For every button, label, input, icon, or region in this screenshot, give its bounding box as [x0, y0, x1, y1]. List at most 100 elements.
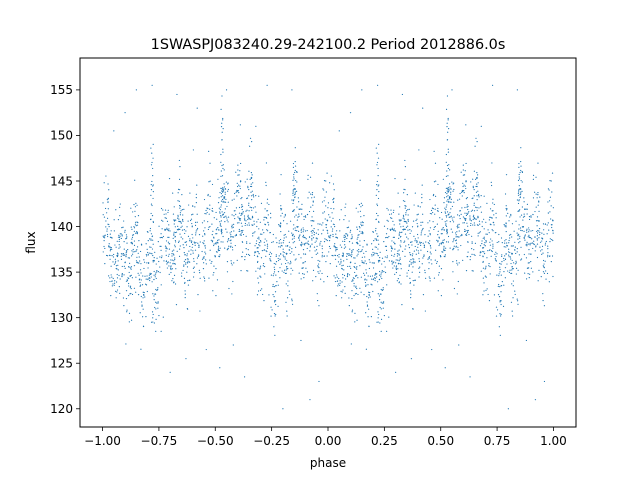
- data-point: [380, 276, 382, 278]
- data-point: [137, 215, 140, 217]
- data-point: [187, 235, 190, 238]
- data-point: [152, 185, 154, 187]
- data-point: [484, 275, 487, 277]
- data-point: [485, 267, 487, 269]
- data-point: [176, 93, 178, 96]
- data-point: [165, 250, 167, 252]
- data-point: [287, 262, 289, 264]
- data-point: [218, 197, 220, 199]
- data-point: [542, 271, 545, 273]
- data-point: [160, 245, 162, 247]
- data-point: [434, 195, 437, 197]
- data-point: [380, 301, 382, 303]
- data-point: [353, 282, 355, 285]
- data-point: [383, 302, 385, 304]
- data-point: [454, 232, 457, 234]
- data-point: [361, 260, 363, 262]
- data-point: [325, 224, 327, 226]
- data-point: [364, 279, 366, 281]
- data-point: [253, 232, 255, 234]
- data-point: [128, 257, 131, 259]
- data-point: [460, 235, 462, 237]
- data-point: [448, 164, 450, 166]
- data-point: [328, 214, 330, 216]
- data-point: [324, 218, 326, 220]
- data-point: [545, 270, 547, 272]
- data-point: [394, 273, 396, 275]
- data-point: [446, 125, 448, 128]
- data-point: [474, 254, 476, 257]
- data-point: [334, 254, 336, 256]
- data-point: [475, 177, 478, 179]
- data-point: [323, 200, 325, 202]
- y-tick-label: 150: [50, 129, 73, 143]
- data-point: [291, 251, 293, 253]
- data-point: [183, 252, 185, 254]
- data-point: [443, 229, 446, 231]
- data-point: [293, 224, 295, 226]
- data-point: [106, 254, 108, 257]
- data-point: [326, 255, 328, 257]
- data-point: [438, 236, 440, 238]
- data-point: [487, 293, 489, 296]
- data-point: [269, 258, 271, 260]
- data-point: [423, 245, 426, 247]
- data-point: [445, 161, 447, 163]
- data-point: [535, 246, 537, 248]
- data-point: [418, 149, 420, 151]
- data-point: [374, 274, 376, 276]
- data-point: [329, 235, 331, 237]
- data-point: [151, 253, 153, 255]
- data-point: [177, 216, 179, 218]
- data-point: [195, 193, 197, 195]
- data-point: [238, 184, 240, 186]
- data-point: [340, 258, 342, 260]
- data-point: [302, 253, 305, 255]
- data-point: [134, 206, 137, 208]
- data-point: [520, 258, 523, 260]
- data-point: [278, 224, 280, 226]
- data-point: [175, 219, 177, 221]
- data-point: [389, 229, 392, 232]
- data-point: [521, 206, 523, 208]
- data-point: [392, 220, 394, 222]
- data-point: [183, 265, 185, 267]
- data-point: [259, 221, 261, 223]
- data-point: [244, 222, 247, 225]
- data-point: [199, 277, 201, 279]
- data-point: [457, 249, 459, 251]
- data-point: [317, 266, 319, 268]
- data-point: [215, 295, 217, 297]
- data-point: [145, 316, 147, 318]
- data-point: [253, 220, 255, 222]
- data-point: [279, 225, 282, 227]
- data-point: [414, 245, 416, 248]
- data-point: [456, 262, 458, 264]
- data-point: [225, 89, 228, 91]
- data-point: [516, 89, 518, 91]
- data-point: [251, 199, 253, 201]
- data-point: [299, 208, 302, 210]
- data-point: [477, 232, 479, 234]
- data-point: [392, 211, 395, 214]
- data-point: [216, 233, 218, 235]
- data-point: [107, 201, 109, 203]
- data-point: [462, 190, 465, 192]
- data-point: [308, 243, 310, 246]
- data-point: [141, 304, 143, 306]
- data-point: [111, 276, 113, 278]
- data-point: [189, 192, 191, 194]
- data-point: [397, 259, 399, 261]
- data-point: [505, 205, 507, 207]
- data-point: [278, 255, 280, 257]
- data-point: [167, 211, 169, 214]
- data-point: [197, 254, 200, 256]
- data-point: [400, 283, 402, 285]
- data-point: [271, 241, 273, 244]
- data-point: [173, 220, 176, 222]
- data-point: [263, 262, 265, 265]
- data-point: [137, 221, 139, 224]
- data-point: [536, 239, 538, 241]
- data-point: [323, 281, 325, 283]
